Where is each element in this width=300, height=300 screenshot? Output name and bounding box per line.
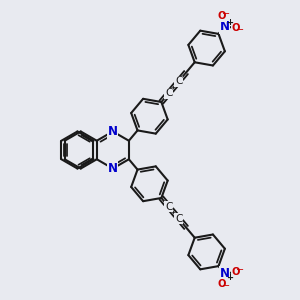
Text: +: + — [226, 273, 233, 282]
Text: N: N — [108, 162, 118, 175]
Text: O: O — [231, 267, 240, 278]
Text: −: − — [236, 265, 244, 275]
Text: +: + — [226, 18, 233, 27]
Text: N: N — [220, 20, 230, 33]
Text: O: O — [218, 279, 226, 289]
Text: −: − — [222, 281, 230, 291]
Text: N: N — [108, 125, 118, 138]
Text: O: O — [231, 22, 240, 33]
Text: N: N — [220, 267, 230, 280]
Text: C: C — [165, 202, 172, 212]
Text: −: − — [222, 9, 230, 19]
Text: C: C — [165, 88, 172, 98]
Text: −: − — [236, 25, 244, 35]
Text: C: C — [175, 214, 182, 224]
Text: C: C — [175, 76, 182, 86]
Text: O: O — [218, 11, 226, 21]
